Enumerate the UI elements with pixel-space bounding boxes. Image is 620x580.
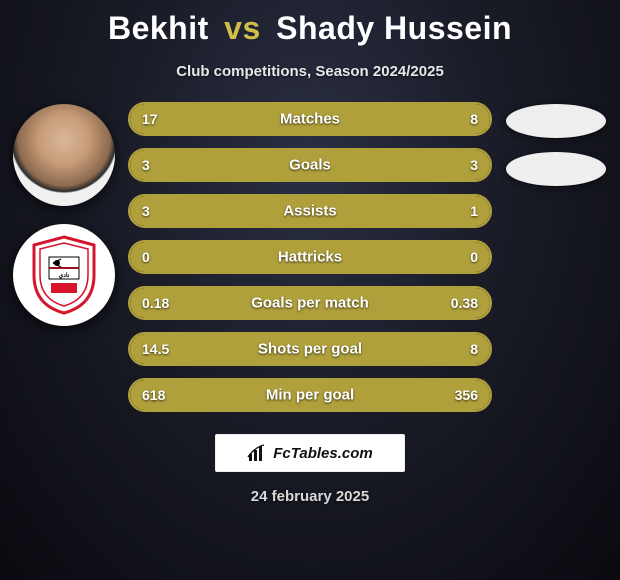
stat-value-left: 618	[142, 387, 165, 403]
stat-fill-left	[130, 196, 400, 226]
player2-club-placeholder	[506, 152, 606, 186]
stat-value-left: 3	[142, 203, 150, 219]
stat-row: 14.5 8 Shots per goal	[128, 332, 492, 366]
stat-value-right: 3	[470, 157, 478, 173]
bar-chart-icon	[247, 443, 267, 463]
stat-row: 0 0 Hattricks	[128, 240, 492, 274]
stat-label: Goals	[289, 157, 331, 174]
main-row: نادي 17 8 Matches 3 3 Goals 3 1 Assists 0 0 Hattric…	[0, 102, 620, 412]
title-player2: Shady Hussein	[276, 10, 512, 46]
player1-avatar	[13, 104, 115, 206]
stat-label: Min per goal	[266, 387, 354, 404]
stat-value-right: 0	[470, 249, 478, 265]
stat-value-right: 8	[470, 341, 478, 357]
stat-value-right: 1	[470, 203, 478, 219]
title-vs: vs	[224, 10, 261, 46]
stat-value-left: 0.18	[142, 295, 169, 311]
stat-row: 618 356 Min per goal	[128, 378, 492, 412]
stat-row: 17 8 Matches	[128, 102, 492, 136]
stat-label: Goals per match	[251, 295, 369, 312]
left-column: نادي	[10, 102, 118, 412]
stat-value-left: 14.5	[142, 341, 169, 357]
stat-value-right: 8	[470, 111, 478, 127]
branding-badge: FcTables.com	[215, 434, 405, 472]
svg-text:نادي: نادي	[59, 272, 70, 279]
title-player1: Bekhit	[108, 10, 209, 46]
content-root: Bekhit vs Shady Hussein Club competition…	[0, 0, 620, 580]
stat-row: 3 1 Assists	[128, 194, 492, 228]
stat-label: Matches	[280, 111, 340, 128]
right-column	[502, 102, 610, 412]
date-text: 24 february 2025	[0, 488, 620, 505]
page-title: Bekhit vs Shady Hussein	[0, 0, 620, 47]
stat-fill-left	[130, 150, 310, 180]
stat-label: Assists	[283, 203, 336, 220]
stat-label: Hattricks	[278, 249, 342, 266]
stat-value-right: 356	[455, 387, 478, 403]
subtitle: Club competitions, Season 2024/2025	[0, 63, 620, 80]
stats-column: 17 8 Matches 3 3 Goals 3 1 Assists 0 0 Hattricks 0.1…	[128, 102, 492, 412]
shield-icon: نادي	[29, 235, 99, 315]
stat-value-left: 17	[142, 111, 158, 127]
branding-text: FcTables.com	[273, 445, 372, 462]
stat-row: 0.18 0.38 Goals per match	[128, 286, 492, 320]
stat-row: 3 3 Goals	[128, 148, 492, 182]
stat-value-left: 3	[142, 157, 150, 173]
stat-value-left: 0	[142, 249, 150, 265]
club-logo: نادي	[29, 235, 99, 315]
stat-fill-right	[310, 150, 490, 180]
stat-value-right: 0.38	[451, 295, 478, 311]
stat-label: Shots per goal	[258, 341, 362, 358]
player1-club-avatar: نادي	[13, 224, 115, 326]
player2-avatar-placeholder	[506, 104, 606, 138]
